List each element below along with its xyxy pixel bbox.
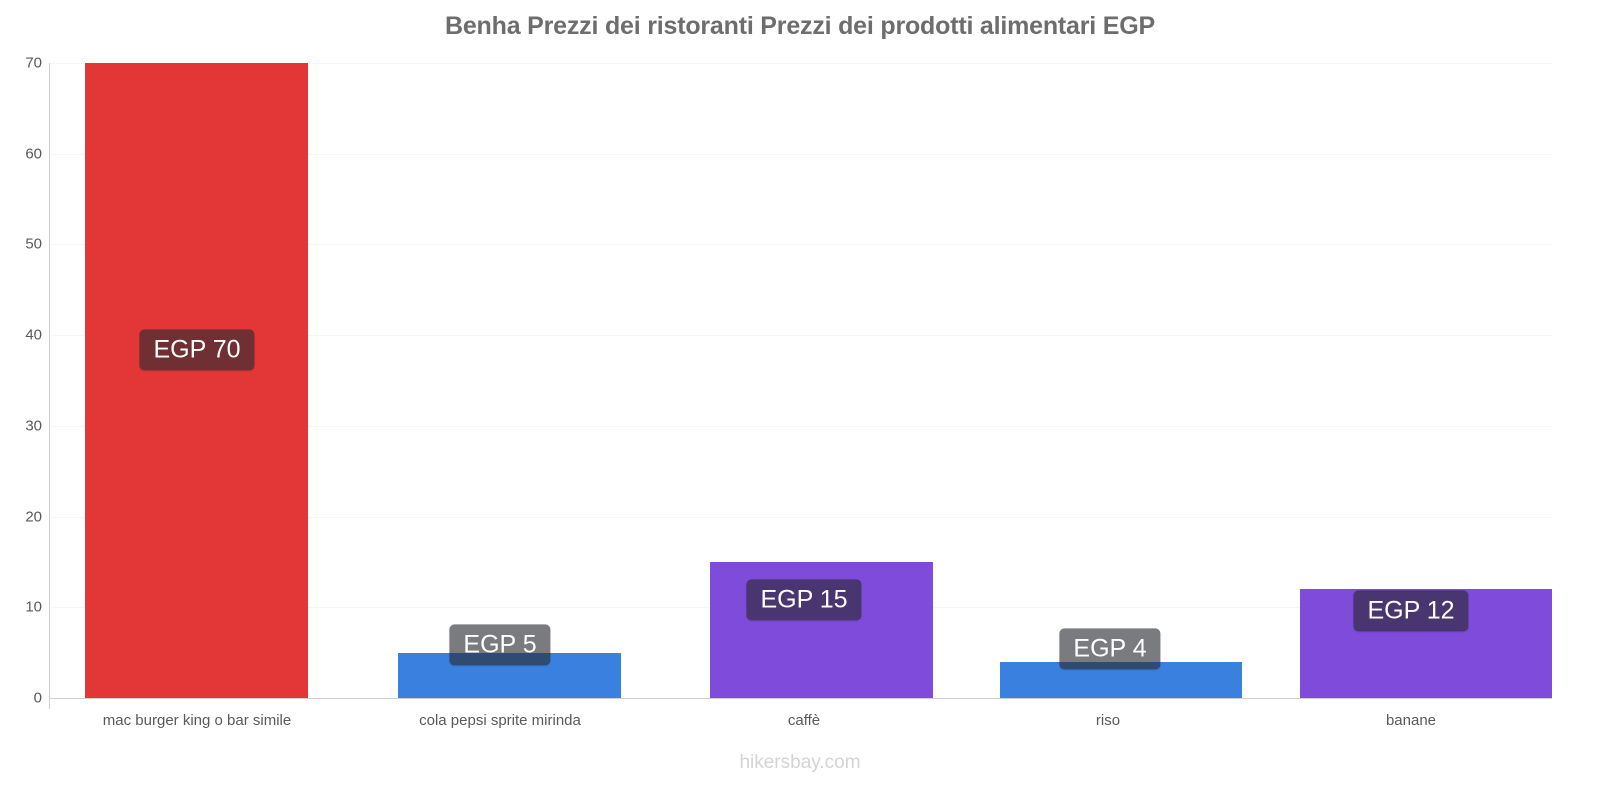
- y-tick-label: 20: [25, 508, 42, 526]
- y-tick-label: 0: [33, 689, 42, 707]
- gridline: [49, 153, 1552, 155]
- gridline: [49, 425, 1552, 427]
- x-tick-label-riso: riso: [1095, 712, 1121, 729]
- bars-layer: [49, 63, 1552, 698]
- bar-value-label-caffe: EGP 15: [746, 579, 862, 621]
- source-watermark: hikersbay.com: [739, 752, 861, 773]
- y-tick-label: 70: [25, 54, 42, 72]
- y-tick-label: 50: [25, 235, 42, 253]
- gridline: [49, 63, 1552, 64]
- x-tick-label-banane: banane: [1385, 712, 1437, 729]
- y-axis-line: [49, 63, 50, 709]
- bar-value-label-riso: EGP 4: [1059, 628, 1161, 670]
- x-tick-label-cola-pepsi-sprite-mirinda: cola pepsi sprite mirinda: [419, 712, 581, 729]
- y-tick-label: 60: [25, 145, 42, 163]
- y-axis-tick-labels: 70 60 50 40 30 20 10 0: [0, 0, 42, 800]
- gridline: [49, 516, 1552, 518]
- y-tick-label: 10: [25, 598, 42, 616]
- x-axis-line: [49, 698, 1552, 699]
- x-tick-label-caffe: caffè: [787, 712, 821, 729]
- bar-mac-burger-king-o-bar-simile[interactable]: [85, 63, 308, 698]
- bar-value-label-mac-burger-king-o-bar-simile: EGP 70: [139, 329, 255, 371]
- y-tick-label: 40: [25, 326, 42, 344]
- chart-title: Benha Prezzi dei ristoranti Prezzi dei p…: [445, 12, 1155, 40]
- bar-value-label-cola-pepsi-sprite-mirinda: EGP 5: [449, 624, 551, 666]
- gridline: [49, 335, 1552, 337]
- y-tick-label: 30: [25, 417, 42, 435]
- x-tick-label-mac-burger-king-o-bar-simile: mac burger king o bar simile: [102, 712, 292, 729]
- gridline: [49, 244, 1552, 246]
- bar-value-label-banane: EGP 12: [1353, 590, 1469, 632]
